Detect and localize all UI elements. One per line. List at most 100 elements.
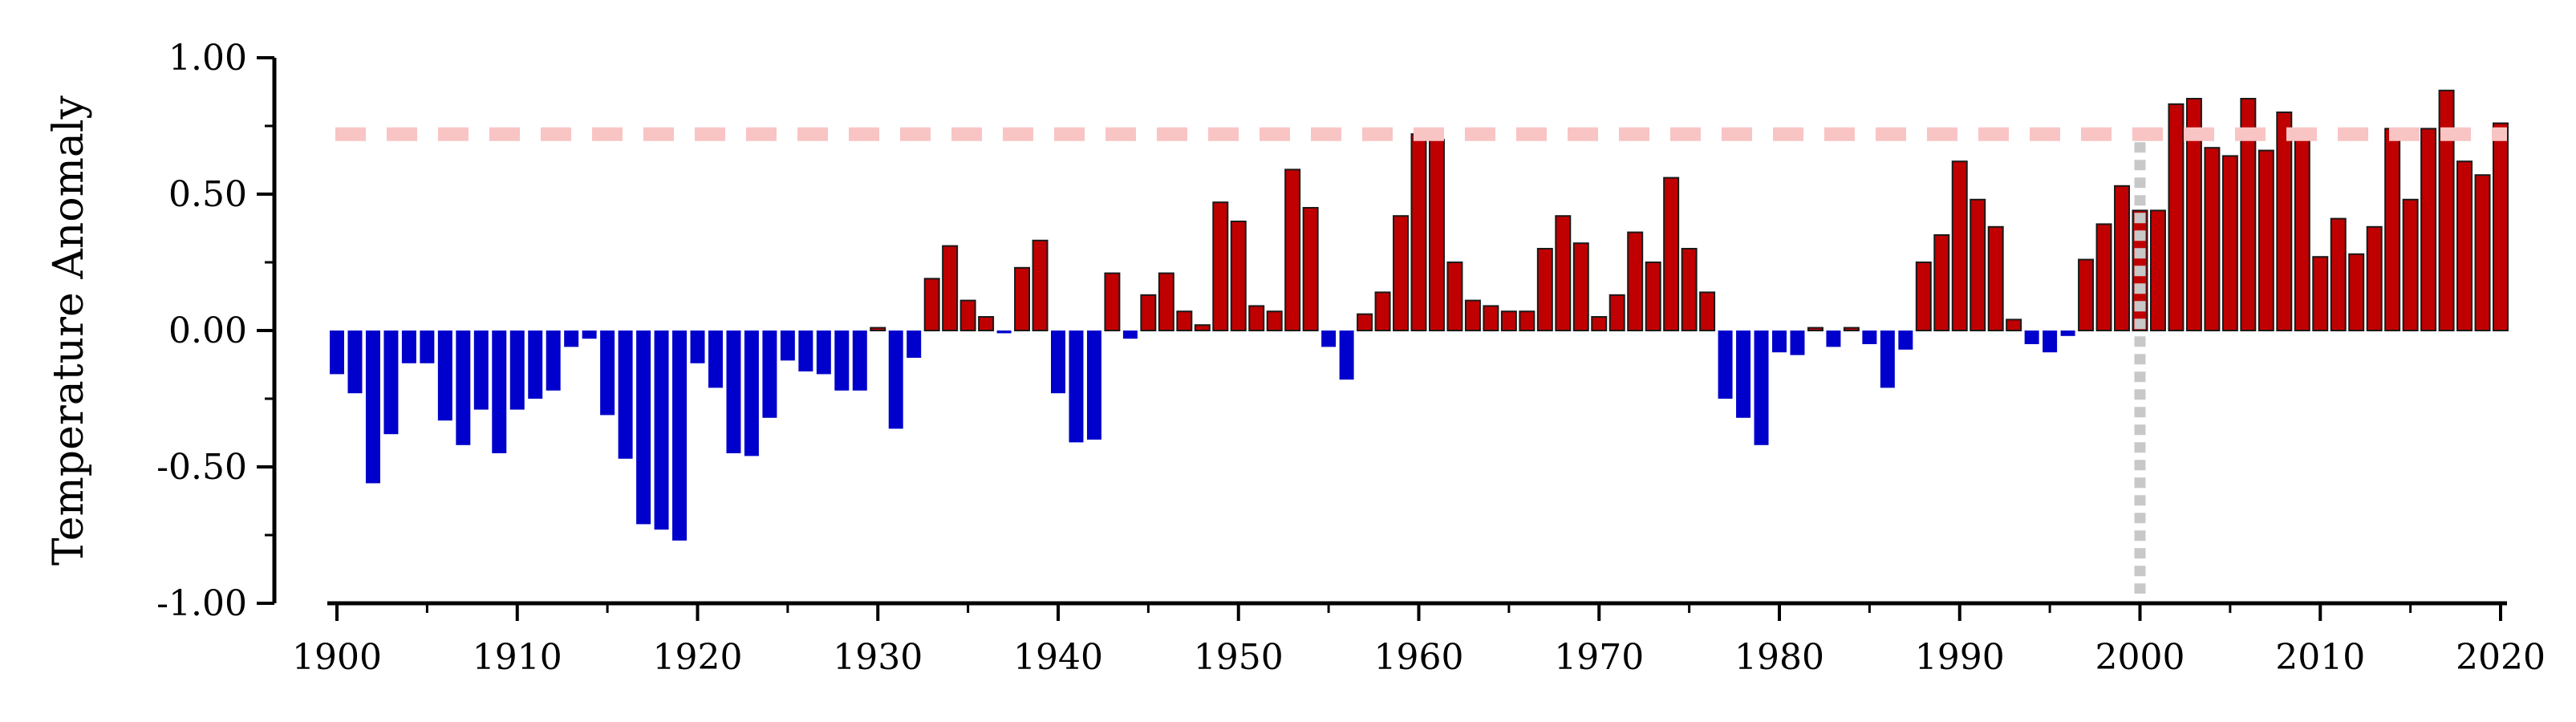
- bar-1914: [582, 331, 597, 339]
- bar-1909: [492, 331, 507, 453]
- bar-1915: [600, 331, 615, 416]
- bar-2020: [2493, 122, 2509, 331]
- y-tick-label: 0.00: [168, 310, 247, 351]
- bar-2003: [2185, 98, 2202, 331]
- y-axis-title: Temperature Anomaly: [45, 95, 93, 565]
- bar-1983: [1826, 331, 1841, 347]
- bar-1928: [834, 331, 850, 391]
- bar-2011: [2330, 217, 2347, 331]
- bar-1962: [1446, 262, 1463, 331]
- bar-2018: [2456, 160, 2473, 331]
- bar-2007: [2258, 149, 2274, 331]
- bar-2001: [2149, 209, 2166, 331]
- bar-1940: [1051, 331, 1065, 394]
- x-tick-label: 1970: [1554, 637, 1644, 678]
- x-ticks-group: 1900 1910 1920 1930 1940 1950 1960 1970 1980 1990…: [292, 603, 2546, 678]
- bar-1971: [1608, 294, 1625, 331]
- bar-1930: [870, 327, 886, 332]
- bar-1949: [1212, 201, 1229, 331]
- bar-1945: [1140, 294, 1157, 331]
- x-tick-label: 1910: [473, 637, 562, 678]
- bar-1955: [1321, 331, 1337, 347]
- bar-1901: [347, 331, 363, 394]
- bar-1911: [528, 331, 543, 399]
- bar-1996: [2060, 331, 2075, 336]
- bar-1963: [1464, 299, 1481, 332]
- bar-1972: [1627, 231, 1644, 332]
- bar-1946: [1158, 272, 1174, 332]
- bar-1964: [1483, 305, 1499, 331]
- bar-1975: [1681, 248, 1698, 331]
- bar-1979: [1754, 331, 1769, 445]
- bar-1990: [1951, 160, 1968, 331]
- bar-1958: [1374, 291, 1391, 331]
- bar-1937: [996, 331, 1012, 334]
- bar-1981: [1790, 331, 1805, 355]
- bar-1982: [1807, 327, 1823, 332]
- bar-1943: [1104, 272, 1121, 332]
- bar-1991: [1970, 198, 1986, 331]
- bar-1969: [1572, 242, 1589, 332]
- bar-1904: [401, 331, 416, 363]
- bar-2006: [2240, 98, 2257, 331]
- bar-1910: [509, 331, 525, 410]
- x-tick-label: 2010: [2275, 637, 2365, 678]
- bar-2005: [2221, 155, 2238, 331]
- bar-1908: [473, 331, 489, 410]
- bar-1988: [1915, 262, 1932, 331]
- bar-2002: [2168, 103, 2185, 332]
- bar-1970: [1591, 316, 1608, 331]
- bar-1916: [618, 331, 633, 459]
- bar-1994: [2024, 331, 2039, 344]
- bar-1976: [1699, 291, 1716, 331]
- bar-1968: [1555, 215, 1572, 332]
- bar-1998: [2095, 223, 2112, 331]
- y-tick-label: 0.50: [168, 174, 247, 215]
- bar-1980: [1772, 331, 1787, 353]
- bar-2012: [2348, 253, 2365, 331]
- bar-1993: [2006, 318, 2022, 331]
- bar-1927: [816, 331, 831, 375]
- bar-1918: [654, 331, 669, 530]
- bar-1986: [1880, 331, 1895, 388]
- bar-2019: [2474, 174, 2491, 331]
- bar-1974: [1663, 176, 1680, 331]
- bar-2010: [2312, 256, 2329, 332]
- bar-1984: [1843, 327, 1860, 332]
- bar-1987: [1898, 331, 1913, 350]
- bar-1966: [1519, 310, 1535, 332]
- bar-1925: [780, 331, 795, 361]
- bar-2014: [2384, 128, 2401, 331]
- bar-1935: [959, 299, 976, 332]
- bar-2015: [2402, 198, 2419, 331]
- bar-1917: [636, 331, 651, 525]
- y-tick-label: 1.00: [168, 38, 247, 79]
- x-tick-label: 1960: [1374, 637, 1464, 678]
- bar-1997: [2078, 258, 2095, 332]
- bar-2013: [2366, 225, 2383, 331]
- bar-1973: [1645, 262, 1661, 331]
- bar-1907: [456, 331, 471, 445]
- x-tick-label: 1930: [833, 637, 923, 678]
- bars-group: [330, 89, 2509, 541]
- bar-1995: [2043, 331, 2058, 353]
- bar-1977: [1718, 331, 1733, 399]
- bar-1950: [1230, 221, 1247, 331]
- bar-1956: [1339, 331, 1354, 380]
- bar-1978: [1736, 331, 1751, 418]
- x-tick-label: 1980: [1734, 637, 1824, 678]
- bar-1900: [330, 331, 344, 375]
- bar-1999: [2114, 185, 2131, 331]
- bar-1921: [708, 331, 723, 388]
- bar-1919: [672, 331, 688, 541]
- bar-1936: [978, 316, 995, 331]
- bar-1941: [1069, 331, 1084, 443]
- bar-1951: [1248, 305, 1265, 331]
- bar-1932: [907, 331, 922, 358]
- bar-1960: [1410, 133, 1427, 331]
- x-tick-label: 2000: [2095, 637, 2185, 678]
- x-tick-label: 1950: [1194, 637, 1284, 678]
- bar-2016: [2420, 128, 2437, 331]
- bar-1957: [1357, 313, 1373, 332]
- bar-1965: [1500, 310, 1517, 332]
